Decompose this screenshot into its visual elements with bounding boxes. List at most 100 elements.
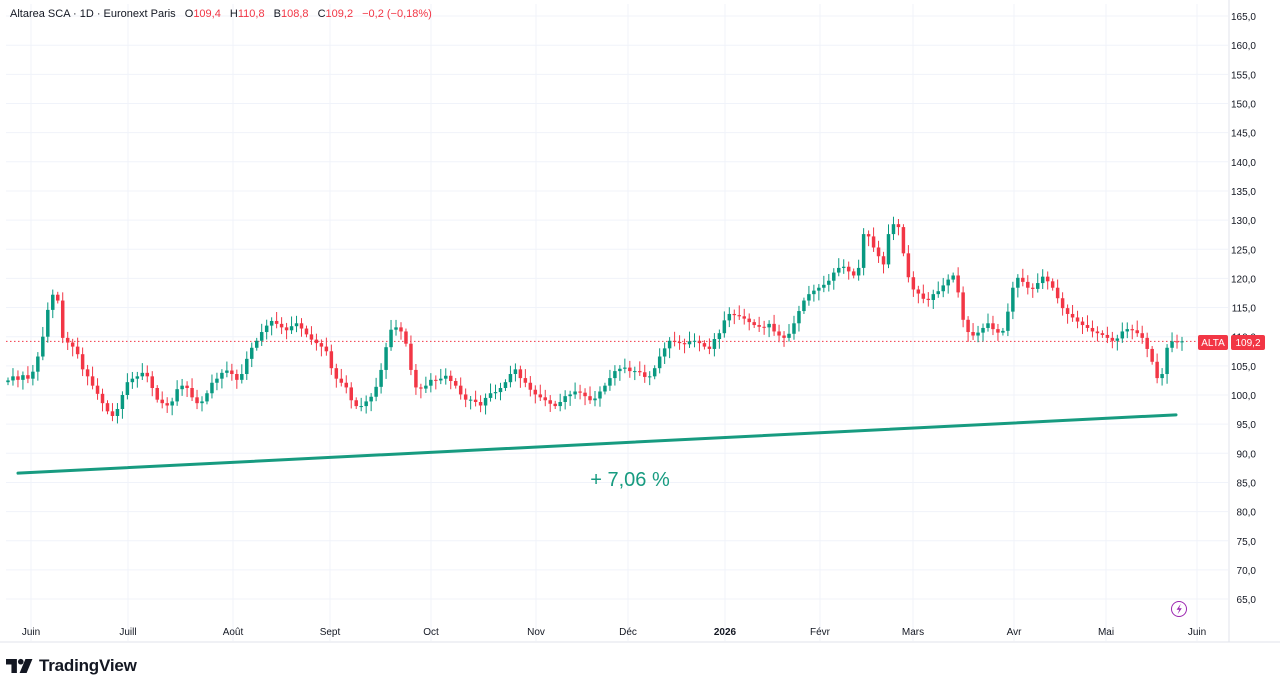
y-tick-label: 75,0 [1237, 537, 1257, 548]
candle-body [767, 323, 771, 328]
candle-body [638, 371, 642, 373]
candle-body [463, 394, 468, 400]
candle-body [856, 267, 861, 276]
candle-body [861, 234, 866, 268]
change-value: −0,2 (−0,18%) [362, 8, 432, 20]
candle-body [563, 396, 567, 402]
candle-body [434, 379, 438, 381]
candle-body [105, 403, 110, 412]
candle-body [95, 385, 100, 394]
candle-body [652, 368, 657, 377]
candle-body [956, 275, 960, 293]
candle-body [36, 356, 40, 372]
x-tick-label: Juin [22, 627, 40, 638]
x-tick-label: Déc [619, 627, 637, 638]
candle-body [364, 401, 368, 407]
candle-body [762, 326, 766, 328]
candle-body [145, 372, 150, 377]
price-tag-label: 109,2 [1235, 338, 1260, 349]
candle-body [747, 318, 751, 323]
chart-legend: Altarea SCA · 1D · Euronext Paris O109,4… [10, 8, 432, 20]
lightning-icon[interactable] [1171, 601, 1187, 617]
x-tick-label: Juin [1188, 627, 1206, 638]
candle-body [339, 378, 344, 383]
candle-body [528, 382, 533, 390]
candle-body [772, 323, 776, 332]
candle-body [1060, 298, 1065, 309]
candle-body [717, 333, 722, 340]
candle-body [11, 376, 15, 381]
candle-body [200, 401, 204, 404]
candle-body [56, 294, 60, 301]
candle-body [687, 341, 692, 345]
candle-body [31, 371, 35, 379]
candle-body [235, 374, 239, 380]
candle-body [488, 393, 493, 398]
candle-body [70, 342, 75, 347]
candle-body [518, 369, 523, 379]
candle-body [1170, 341, 1174, 348]
candle-body [946, 279, 950, 286]
candle-body [1090, 327, 1095, 332]
candle-body [448, 375, 453, 382]
candle-body [205, 393, 209, 402]
open-value: 109,4 [193, 8, 221, 20]
y-tick-label: 125,0 [1231, 245, 1256, 256]
x-tick-label: 2026 [714, 627, 737, 638]
candle-body [991, 323, 995, 330]
candle-body [588, 396, 592, 401]
candle-body [389, 329, 393, 348]
candle-body [250, 347, 254, 359]
candle-body [578, 391, 582, 393]
candle-body [1145, 337, 1149, 349]
candle-body [593, 398, 597, 401]
candle-body [876, 247, 881, 257]
candle-body [259, 332, 264, 341]
symbol-info[interactable]: Altarea SCA · 1D · Euronext Paris [10, 8, 176, 20]
candle-body [981, 327, 985, 333]
candle-body [797, 311, 801, 324]
y-tick-label: 155,0 [1231, 70, 1256, 81]
candle-body [299, 323, 304, 329]
candle-body [827, 280, 831, 285]
x-tick-label: Août [223, 627, 244, 638]
candle-body [916, 289, 921, 294]
candle-body [190, 388, 194, 398]
candle-body [846, 266, 851, 272]
candle-body [215, 378, 219, 383]
candle-body [254, 340, 259, 348]
y-tick-label: 115,0 [1232, 304, 1257, 315]
candle-body [100, 393, 105, 404]
candle-body [1016, 277, 1020, 288]
candle-body [643, 372, 647, 377]
candle-body [777, 331, 781, 336]
candle-body [160, 399, 164, 404]
price-tag: ALTA 109,2 [1198, 335, 1265, 350]
candle-body [404, 331, 408, 344]
candle-body [115, 408, 120, 416]
low-value: 108,8 [280, 8, 309, 20]
candle-body [697, 340, 702, 344]
candle-body [419, 387, 423, 389]
candle-body [1031, 287, 1035, 289]
candle-body [1080, 321, 1085, 326]
candle-body [508, 374, 513, 383]
candle-body [314, 339, 319, 344]
candle-body [379, 369, 383, 387]
candle-body [384, 347, 388, 370]
candle-body [498, 388, 503, 393]
x-tick-label: Mars [902, 627, 924, 638]
tradingview-brand[interactable]: TradingView [6, 656, 137, 676]
candle-body [1050, 281, 1055, 288]
candle-body [647, 376, 652, 378]
candle-body [279, 323, 284, 328]
candle-body [598, 391, 602, 399]
candle-body [628, 367, 632, 372]
candle-body [1035, 283, 1040, 289]
candle-body [971, 332, 975, 336]
high-label: H [229, 8, 238, 20]
candle-body [478, 401, 483, 406]
candle-body [732, 313, 737, 316]
candle-body [881, 256, 886, 265]
